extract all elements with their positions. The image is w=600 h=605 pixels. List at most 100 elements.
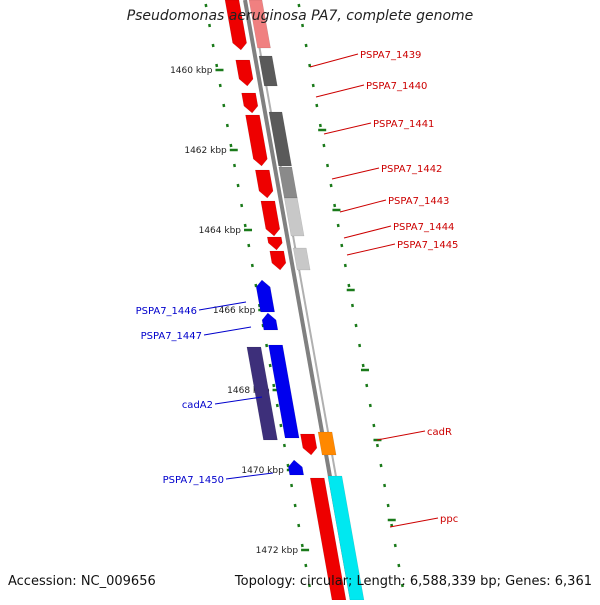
gene-label-pspa7-1450[interactable]: PSPA7_1450	[163, 475, 224, 486]
leader-line-pspa7-1441	[323, 122, 372, 135]
ruler-dot-right	[340, 243, 344, 248]
gene-block-pspa7-1450[interactable]	[288, 459, 305, 476]
ruler-dot-right	[336, 223, 340, 228]
gene-block-pspa7-1445-b[interactable]	[292, 247, 311, 271]
ruler-dot-left	[261, 323, 265, 328]
ruler-dot-right	[383, 483, 387, 488]
gene-label-pspa7-1445[interactable]: PSPA7_1445	[397, 240, 458, 251]
gene-block-cada2[interactable]	[268, 344, 300, 439]
ruler-dot-right	[393, 543, 397, 548]
genome-summary-text: Topology: circular; Length: 6,588,339 bp…	[234, 574, 592, 589]
gene-label-pspa7-1444[interactable]: PSPA7_1444	[393, 222, 454, 233]
gene-block-pspa7-1445[interactable]	[269, 250, 287, 271]
gene-label-pspa7-1446[interactable]: PSPA7_1446	[136, 306, 197, 317]
ruler-tick-label: 1460 kbp	[170, 66, 213, 76]
gene-block-pspa7-1440[interactable]	[241, 92, 259, 114]
ruler-dot-left	[211, 43, 215, 48]
ruler-dot-right	[358, 343, 362, 348]
ruler-tick-label: 1464 kbp	[199, 226, 242, 236]
ruler-dot-left	[204, 3, 208, 8]
gene-block-pspa7-1441[interactable]	[245, 114, 268, 167]
ruler-dot-right	[318, 123, 322, 128]
gene-block-cada2-a[interactable]	[246, 346, 278, 441]
ruler-tick-label: 1470 kbp	[241, 466, 284, 476]
ruler-dot-right	[350, 303, 354, 308]
gene-block-pspa7-1447[interactable]	[261, 312, 279, 331]
gene-label-pspa7-1442[interactable]: PSPA7_1442	[381, 164, 442, 175]
gene-block-pspa7-1438[interactable]	[224, 0, 247, 51]
leader-line-pspa7-1439	[309, 53, 359, 68]
ruler-dot-right	[343, 263, 347, 268]
ruler-dot-left	[265, 343, 269, 348]
gene-label-pspa7-1447[interactable]: PSPA7_1447	[141, 331, 202, 342]
ruler-tick-label: 1468 kbp	[227, 386, 270, 396]
ruler-dot-left	[275, 403, 279, 408]
ruler-dot-left	[282, 443, 286, 448]
ruler-dot-right	[397, 563, 401, 568]
gene-label-pspa7-1439[interactable]: PSPA7_1439	[360, 50, 421, 61]
ruler-dot-right	[304, 43, 308, 48]
ruler-dot-left	[208, 23, 212, 28]
ruler-dot-right	[315, 103, 319, 108]
ruler-dot-left	[236, 183, 240, 188]
ruler-dot-right	[322, 143, 326, 148]
map-title: Pseudomonas aeruginosa PA7, complete gen…	[126, 8, 474, 24]
ruler-dot-left	[300, 543, 304, 548]
ruler-dot-left	[229, 143, 233, 148]
ruler-dot-right	[368, 403, 372, 408]
ruler-dot-left	[222, 103, 226, 108]
leader-line-pspa7-1444	[343, 225, 392, 239]
gene-block-pspa7-1444[interactable]	[266, 236, 283, 251]
gene-label-pspa7-1440[interactable]: PSPA7_1440	[366, 81, 427, 92]
ruler-dot-left	[268, 363, 272, 368]
ruler-dot-right	[333, 203, 337, 208]
leader-line-pspa7-1446	[198, 301, 247, 311]
ruler-dot-left	[279, 423, 283, 428]
ruler-tick-label: 1472 kbp	[256, 546, 299, 556]
gene-block-pspa7-1443[interactable]	[260, 200, 281, 237]
leader-line-pspa7-1442	[331, 167, 380, 180]
gene-block-pspa7-1439[interactable]	[235, 59, 254, 87]
ruler-dot-left	[240, 203, 244, 208]
leader-line-pspa7-1450	[225, 472, 274, 480]
ruler-dot-right	[365, 383, 369, 388]
ruler-dot-right	[354, 323, 358, 328]
ruler-dot-right	[297, 3, 301, 8]
ruler-dot-left	[243, 223, 247, 228]
leader-line-pspa7-1443	[339, 199, 387, 213]
gene-block-pspa7-1446[interactable]	[255, 279, 275, 313]
gene-block-cadr[interactable]	[317, 431, 337, 456]
gene-block-pspa7-1443-b[interactable]	[284, 197, 305, 237]
ruler-dot-right	[326, 163, 330, 168]
ruler-dot-right	[379, 463, 383, 468]
gene-block-cadr-a[interactable]	[300, 433, 318, 456]
ruler-dot-right	[347, 283, 351, 288]
leader-line-cada2	[214, 396, 263, 405]
gene-label-ppc[interactable]: ppc	[440, 514, 458, 525]
ruler-dot-left	[307, 583, 311, 588]
gene-block-pspa7-1442-b[interactable]	[278, 166, 298, 199]
ruler-dot-left	[247, 243, 251, 248]
gene-block-pspa7-1438-b[interactable]	[248, 0, 271, 49]
accession-text: Accession: NC_009656	[8, 574, 156, 589]
ruler-tick-label: 1466 kbp	[213, 306, 256, 316]
gene-block-pspa7-1441-b[interactable]	[268, 111, 292, 167]
gene-label-pspa7-1441[interactable]: PSPA7_1441	[373, 119, 434, 130]
leader-line-pspa7-1445	[346, 243, 396, 256]
ruler-dot-left	[272, 383, 276, 388]
ruler-dot-left	[233, 163, 237, 168]
gene-label-pspa7-1443[interactable]: PSPA7_1443	[388, 196, 449, 207]
gene-label-cadr[interactable]: cadR	[427, 427, 452, 438]
ruler-dot-right	[329, 183, 333, 188]
ruler-dot-right	[311, 83, 315, 88]
ruler-dot-left	[215, 63, 219, 68]
gene-block-pspa7-1440-b[interactable]	[258, 55, 278, 87]
ruler-dot-left	[297, 523, 301, 528]
leader-line-pspa7-1440	[315, 84, 365, 98]
ruler-dot-left	[293, 503, 297, 508]
ruler-dot-right	[372, 423, 376, 428]
gene-block-pspa7-1442[interactable]	[255, 169, 274, 199]
gene-label-cada2[interactable]: cadA2	[182, 400, 213, 411]
